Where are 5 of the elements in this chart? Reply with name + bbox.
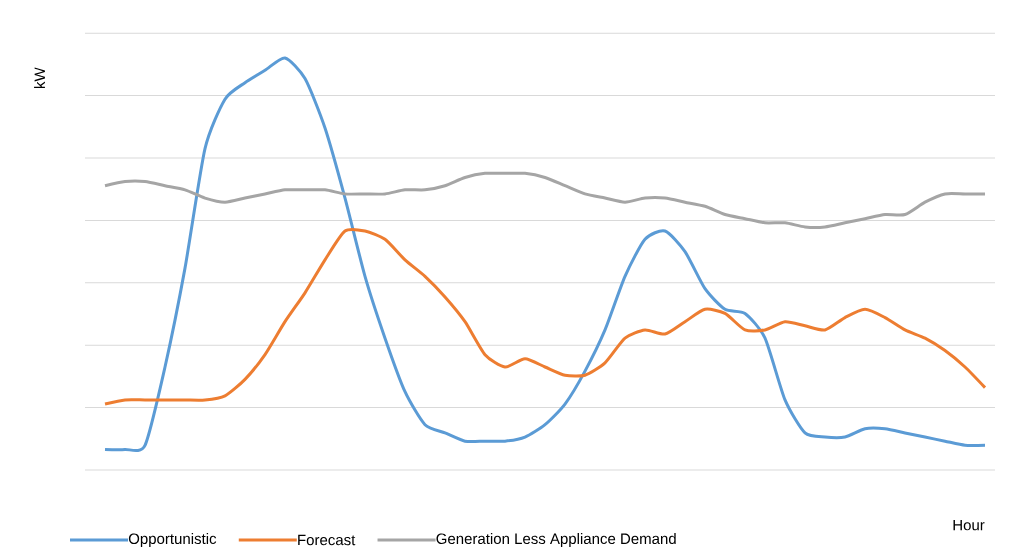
x-axis-title: Hour	[953, 519, 985, 531]
legend-label: Generation Less Appliance Demand	[436, 533, 676, 547]
legend-label: Opportunistic	[128, 533, 217, 547]
legend-label: Forecast	[298, 534, 356, 546]
y-axis-title: kW	[34, 67, 45, 88]
